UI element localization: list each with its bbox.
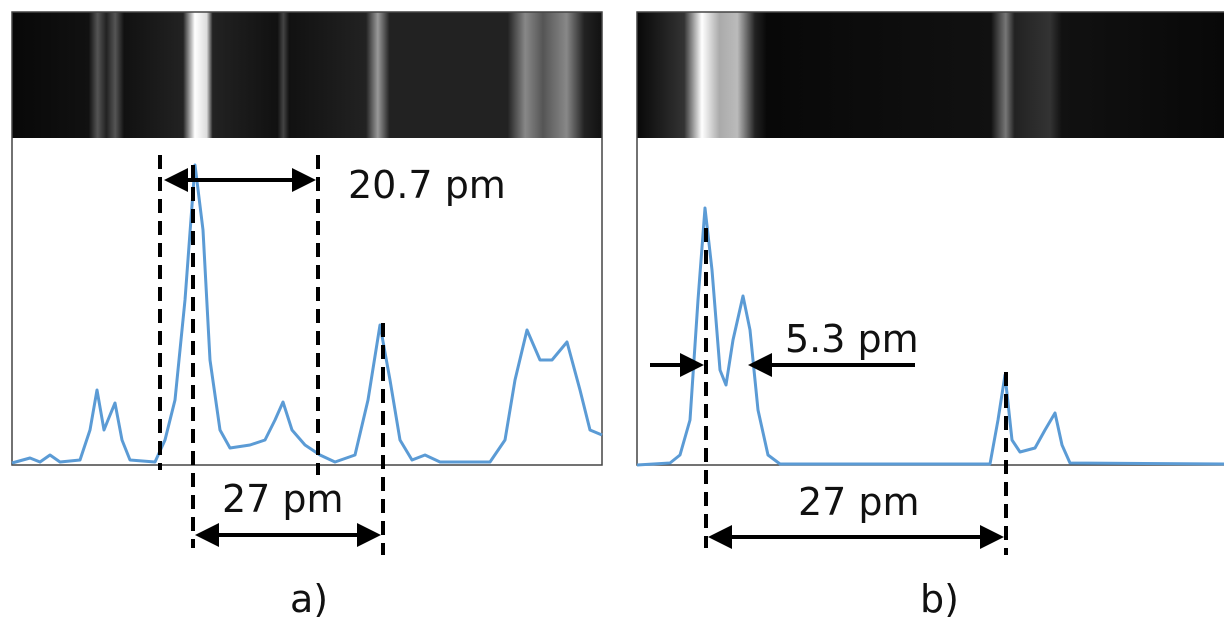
figure: 20.7 pm 27 pm a) 5.3 pm 27 pm b)	[0, 0, 1224, 617]
panel-label: b)	[920, 577, 959, 617]
spectrum-image	[12, 12, 602, 138]
annotation: 5.3 pm	[785, 317, 919, 361]
spectrum-curve	[637, 208, 1224, 465]
spectrum-image	[637, 12, 1224, 138]
panel-label: a)	[290, 577, 328, 617]
spectrum-curve	[12, 165, 602, 463]
page: 20.7 pm 27 pm a) 5.3 pm 27 pm b) (() => …	[0, 0, 1224, 617]
annotation: 27 pm	[222, 477, 344, 521]
annotation: 27 pm	[798, 480, 920, 524]
annotation: 20.7 pm	[348, 163, 506, 207]
